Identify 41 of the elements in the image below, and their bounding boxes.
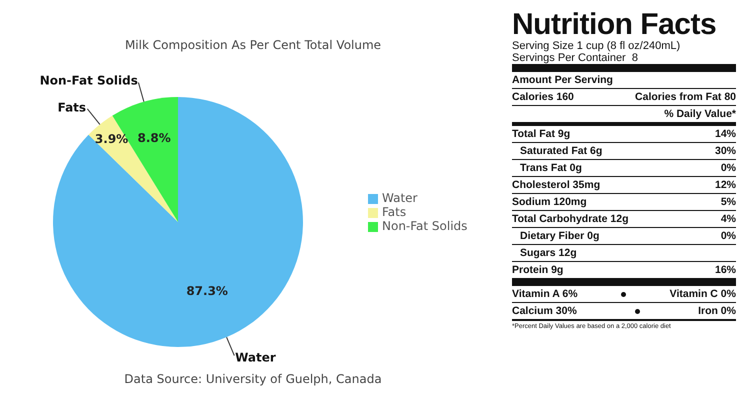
text: Iron 0% bbox=[698, 304, 736, 319]
text: Servings Per Container 8 bbox=[512, 52, 639, 64]
data-label: 87.3% bbox=[186, 284, 228, 298]
data-label: 3.9% bbox=[94, 132, 128, 146]
slice-label: Fats bbox=[58, 100, 86, 114]
data-label: 8.8% bbox=[137, 130, 171, 145]
pie-slice bbox=[53, 97, 303, 347]
text: 14% bbox=[714, 127, 736, 142]
text: Nutrition Facts bbox=[512, 8, 718, 41]
slice-label: Non-Fat Solids bbox=[40, 74, 138, 88]
text: Dietary Fiber 0g bbox=[520, 229, 600, 244]
text: Trans Fat 0g bbox=[520, 161, 582, 176]
chart-title: Milk Composition As Per Cent Total Volume bbox=[124, 38, 382, 52]
text: Cholesterol 35mg bbox=[512, 178, 600, 193]
text: 4% bbox=[720, 212, 736, 227]
pie-slice bbox=[88, 116, 178, 222]
text: Total Carbohydrate 12g bbox=[512, 212, 628, 227]
text: Sodium 120mg bbox=[512, 195, 587, 210]
slice-label: Water bbox=[235, 350, 276, 364]
text: Vitamin A 6% bbox=[512, 287, 578, 302]
text: Amount Per Serving bbox=[512, 73, 613, 88]
text: Saturated Fat 6g bbox=[520, 144, 602, 159]
text: Calcium 30% bbox=[512, 304, 577, 319]
text: 0% bbox=[720, 161, 736, 176]
text: Vitamin C 0% bbox=[670, 287, 736, 302]
text: Serving Size 1 cup (8 fl oz/240mL) bbox=[512, 40, 682, 52]
text: 16% bbox=[714, 263, 736, 278]
text: 30% bbox=[714, 144, 736, 159]
text: Calories from Fat 80 bbox=[635, 90, 736, 105]
text: % Daily Value* bbox=[664, 107, 736, 122]
text: 5% bbox=[720, 195, 736, 210]
legend-label: Fats bbox=[382, 205, 406, 219]
text: 0% bbox=[720, 229, 736, 244]
text: Sugars 12g bbox=[520, 246, 577, 261]
text: Protein 9g bbox=[512, 263, 564, 278]
text: 12% bbox=[714, 178, 736, 193]
text: Calories 160 bbox=[512, 90, 574, 105]
legend-label: Water bbox=[382, 191, 418, 205]
text: Total Fat 9g bbox=[512, 127, 570, 142]
legend-label: Non-Fat Solids bbox=[382, 219, 468, 233]
source-note: Data Source: University of Guelph, Canada bbox=[123, 372, 383, 386]
